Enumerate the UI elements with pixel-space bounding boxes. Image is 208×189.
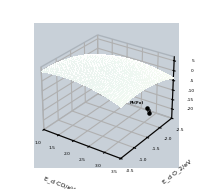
Y-axis label: E_d O_2/eV: E_d O_2/eV [162,159,193,185]
X-axis label: E_d CO/eV: E_d CO/eV [43,175,75,189]
